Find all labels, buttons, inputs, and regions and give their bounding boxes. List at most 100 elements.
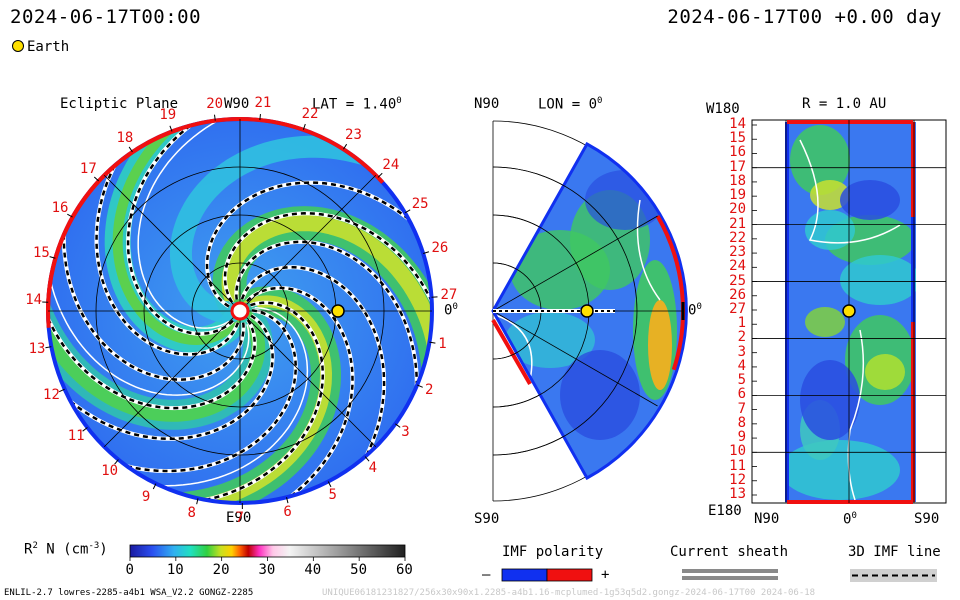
carrington-label-12: 12 xyxy=(43,386,60,403)
cb-rest: N (cm xyxy=(37,541,89,558)
carrington-label-2: 2 xyxy=(424,382,434,399)
map-top-left-label: W180 xyxy=(706,101,740,117)
colorbar-tick-10: 10 xyxy=(166,562,184,578)
colorbar-tick-20: 20 xyxy=(212,562,230,578)
colorbar-tick-40: 40 xyxy=(304,562,322,578)
map-y-label-22: 22 xyxy=(729,229,746,246)
colorbar-tick-30: 30 xyxy=(258,562,276,578)
earth-marker-meridional xyxy=(580,304,594,318)
imf-minus-label: – xyxy=(482,567,491,583)
ecliptic-lat-label: LAT = 1.400 xyxy=(312,96,402,113)
imf-line-title: 3D IMF line xyxy=(848,544,941,560)
map-y-label-4: 4 xyxy=(737,357,746,374)
meridional-plane-plot xyxy=(491,120,688,502)
carrington-label-7: 7 xyxy=(235,509,244,526)
carrington-label-19: 19 xyxy=(159,107,177,124)
map-y-label-7: 7 xyxy=(737,400,746,417)
ecliptic-top-label: W90 xyxy=(224,96,250,112)
earth-legend-label: Earth xyxy=(27,39,70,55)
map-y-label-9: 9 xyxy=(737,429,746,446)
carrington-label-16: 16 xyxy=(51,200,69,217)
carrington-label-18: 18 xyxy=(116,129,134,146)
carrington-label-10: 10 xyxy=(101,462,119,479)
carrington-label-15: 15 xyxy=(33,244,50,261)
map-y-label-14: 14 xyxy=(729,116,746,132)
map-y-label-13: 13 xyxy=(729,486,746,502)
lon-degree: 0 xyxy=(597,96,603,106)
lon-value: LON = 0 xyxy=(538,96,598,113)
map-y-label-2: 2 xyxy=(737,329,746,346)
run-info: ENLIL-2.7 lowres-2285-a4b1 WSA_V2.2 GONG… xyxy=(4,588,254,598)
left-timestamp: 2024-06-17T00:00 xyxy=(10,6,202,28)
earth-legend: Earth xyxy=(12,39,69,55)
cb-sup: 2 xyxy=(32,541,38,551)
map-y-label-17: 17 xyxy=(729,158,746,175)
map-zero-deg: 0 xyxy=(851,511,857,521)
map-x-label-zero: 00 xyxy=(843,511,857,528)
map-y-label-26: 26 xyxy=(729,286,746,303)
map-y-label-11: 11 xyxy=(729,457,746,474)
current-sheath-legend xyxy=(682,569,778,580)
meridional-top-label: N90 xyxy=(474,96,500,112)
earth-icon xyxy=(12,40,24,52)
longitude-latitude-map xyxy=(751,119,947,504)
mer-zero-deg: 0 xyxy=(696,302,702,312)
imf-plus-label: + xyxy=(601,567,610,583)
ecliptic-plane-plot xyxy=(42,114,438,509)
map-y-label-3: 3 xyxy=(737,343,746,360)
carrington-label-8: 8 xyxy=(187,504,196,521)
carrington-label-26: 26 xyxy=(431,239,449,256)
carrington-label-5: 5 xyxy=(328,486,337,503)
map-bottom-left-label: E180 xyxy=(708,503,742,519)
imf-line-legend xyxy=(850,569,937,582)
meridional-zero-label: 00 xyxy=(688,302,702,319)
map-y-label-25: 25 xyxy=(729,272,746,289)
colorbar-tick-60: 60 xyxy=(396,562,413,578)
map-y-label-23: 23 xyxy=(729,244,746,261)
imf-polarity-legend xyxy=(501,568,593,582)
map-x-label-n90: N90 xyxy=(754,511,780,527)
ecl-zero-deg: 0 xyxy=(452,302,458,312)
cb-end: ) xyxy=(99,541,108,558)
map-y-label-1: 1 xyxy=(737,315,746,332)
ecl-zero: 0 xyxy=(444,302,453,319)
carrington-label-21: 21 xyxy=(254,95,272,112)
map-y-label-20: 20 xyxy=(729,201,746,218)
carrington-label-20: 20 xyxy=(206,95,224,112)
carrington-label-6: 6 xyxy=(283,503,292,520)
map-y-label-8: 8 xyxy=(737,414,746,431)
imf-polarity-title: IMF polarity xyxy=(502,544,604,560)
carrington-label-22: 22 xyxy=(301,105,319,122)
map-y-label-15: 15 xyxy=(729,130,746,147)
earth-marker-map xyxy=(842,304,856,318)
run-id: UNIQUE06181231827/256x30x90x1.2285-a4b1.… xyxy=(322,588,816,598)
ecliptic-title: Ecliptic Plane xyxy=(60,96,179,112)
carrington-label-11: 11 xyxy=(67,428,85,445)
map-y-label-18: 18 xyxy=(729,172,746,189)
carrington-label-24: 24 xyxy=(382,157,400,174)
map-y-label-5: 5 xyxy=(737,372,746,389)
map-y-label-10: 10 xyxy=(729,443,746,460)
map-y-label-21: 21 xyxy=(729,215,746,232)
meridional-lon-label: LON = 00 xyxy=(538,96,602,113)
carrington-label-13: 13 xyxy=(28,340,46,357)
colorbar xyxy=(129,544,406,561)
carrington-label-27: 27 xyxy=(440,287,458,304)
carrington-label-14: 14 xyxy=(25,292,43,309)
lat-degree: 0 xyxy=(396,96,402,106)
meridional-bottom-label: S90 xyxy=(474,511,500,527)
earth-marker-ecliptic xyxy=(331,304,345,318)
map-x-label-s90: S90 xyxy=(914,511,940,527)
carrington-label-17: 17 xyxy=(79,161,97,178)
map-y-label-24: 24 xyxy=(729,258,746,275)
carrington-label-1: 1 xyxy=(438,335,447,352)
carrington-label-23: 23 xyxy=(345,126,362,143)
map-y-label-12: 12 xyxy=(729,471,746,488)
map-title: R = 1.0 AU xyxy=(802,96,887,112)
carrington-label-25: 25 xyxy=(411,195,429,212)
map-y-label-6: 6 xyxy=(737,386,746,403)
ecliptic-zero-label: 00 xyxy=(444,302,458,319)
map-y-label-16: 16 xyxy=(729,144,746,161)
lat-value: LAT = 1.40 xyxy=(312,96,397,113)
